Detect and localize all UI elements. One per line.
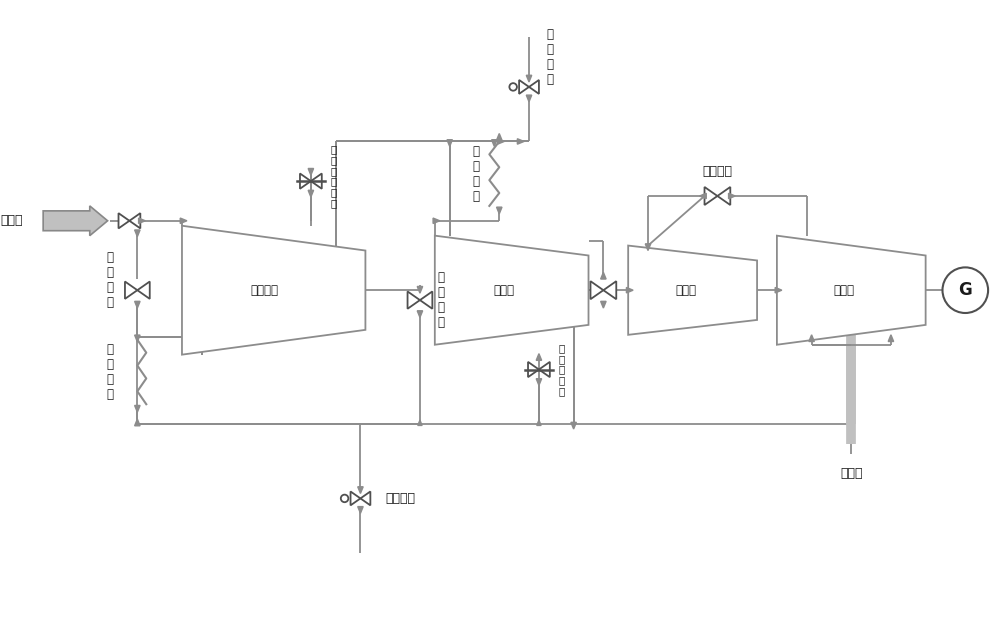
Polygon shape xyxy=(526,95,532,102)
Polygon shape xyxy=(360,491,370,506)
Polygon shape xyxy=(601,301,606,308)
Polygon shape xyxy=(135,301,140,308)
Polygon shape xyxy=(311,174,322,189)
Text: 中压缸: 中压缸 xyxy=(676,284,697,297)
Polygon shape xyxy=(137,281,150,299)
Polygon shape xyxy=(497,134,502,140)
Polygon shape xyxy=(729,193,735,199)
Polygon shape xyxy=(135,406,140,412)
Polygon shape xyxy=(809,335,814,341)
Polygon shape xyxy=(626,288,633,293)
Circle shape xyxy=(341,494,348,502)
Text: 主蒸汽: 主蒸汽 xyxy=(1,214,23,228)
Text: 低压旁路: 低压旁路 xyxy=(702,165,732,177)
Polygon shape xyxy=(536,354,542,361)
Polygon shape xyxy=(517,139,524,144)
Text: 高
压
调
节
阀: 高 压 调 节 阀 xyxy=(559,343,565,396)
Polygon shape xyxy=(492,140,497,146)
Text: 一
级
旁
路: 一 级 旁 路 xyxy=(106,251,113,309)
Polygon shape xyxy=(129,213,140,228)
Text: 二
级
再
热: 二 级 再 热 xyxy=(472,144,479,202)
Text: G: G xyxy=(958,281,972,299)
Polygon shape xyxy=(628,246,757,335)
Polygon shape xyxy=(717,187,730,205)
Polygon shape xyxy=(777,236,926,345)
Text: 凝汽器: 凝汽器 xyxy=(840,467,863,480)
Polygon shape xyxy=(645,244,651,251)
Polygon shape xyxy=(125,281,137,299)
Circle shape xyxy=(509,83,517,91)
Polygon shape xyxy=(135,230,140,237)
Text: 二
再
喷
水: 二 再 喷 水 xyxy=(547,28,554,86)
Polygon shape xyxy=(300,174,311,189)
Polygon shape xyxy=(601,272,606,279)
Polygon shape xyxy=(408,291,420,309)
Polygon shape xyxy=(447,140,452,146)
Text: 一再喷水: 一再喷水 xyxy=(385,492,415,505)
Polygon shape xyxy=(433,218,440,224)
Text: 高压缸: 高压缸 xyxy=(493,284,514,297)
Polygon shape xyxy=(417,286,423,293)
Polygon shape xyxy=(603,281,616,299)
Polygon shape xyxy=(358,507,363,513)
Polygon shape xyxy=(528,362,539,377)
Polygon shape xyxy=(351,491,360,506)
Circle shape xyxy=(942,268,988,313)
Polygon shape xyxy=(888,335,894,341)
FancyArrow shape xyxy=(43,206,108,236)
Polygon shape xyxy=(700,193,706,199)
Polygon shape xyxy=(308,169,314,175)
Polygon shape xyxy=(308,190,314,197)
Polygon shape xyxy=(358,487,363,494)
Polygon shape xyxy=(417,311,423,318)
Polygon shape xyxy=(537,420,541,426)
Polygon shape xyxy=(180,218,187,224)
Polygon shape xyxy=(529,80,539,94)
Polygon shape xyxy=(139,218,145,224)
Polygon shape xyxy=(497,207,502,214)
Polygon shape xyxy=(418,420,422,426)
Text: 超高压缸: 超高压缸 xyxy=(251,284,279,297)
Polygon shape xyxy=(590,281,603,299)
Polygon shape xyxy=(435,236,589,345)
Polygon shape xyxy=(571,422,576,429)
Polygon shape xyxy=(526,75,532,82)
Polygon shape xyxy=(519,80,529,94)
Polygon shape xyxy=(182,226,365,354)
Polygon shape xyxy=(705,187,717,205)
Text: 低压缸: 低压缸 xyxy=(833,284,854,297)
Text: 二
级
旁
路: 二 级 旁 路 xyxy=(438,271,445,329)
Polygon shape xyxy=(135,419,140,426)
Polygon shape xyxy=(536,379,542,386)
Polygon shape xyxy=(775,288,782,293)
Polygon shape xyxy=(420,291,432,309)
Polygon shape xyxy=(539,362,550,377)
Text: 超
高
压
调
节
阀: 超 高 压 调 节 阀 xyxy=(331,144,337,208)
Polygon shape xyxy=(135,335,140,342)
Text: 一
次
再
热: 一 次 再 热 xyxy=(106,343,113,401)
Polygon shape xyxy=(498,139,504,144)
Polygon shape xyxy=(119,213,129,228)
